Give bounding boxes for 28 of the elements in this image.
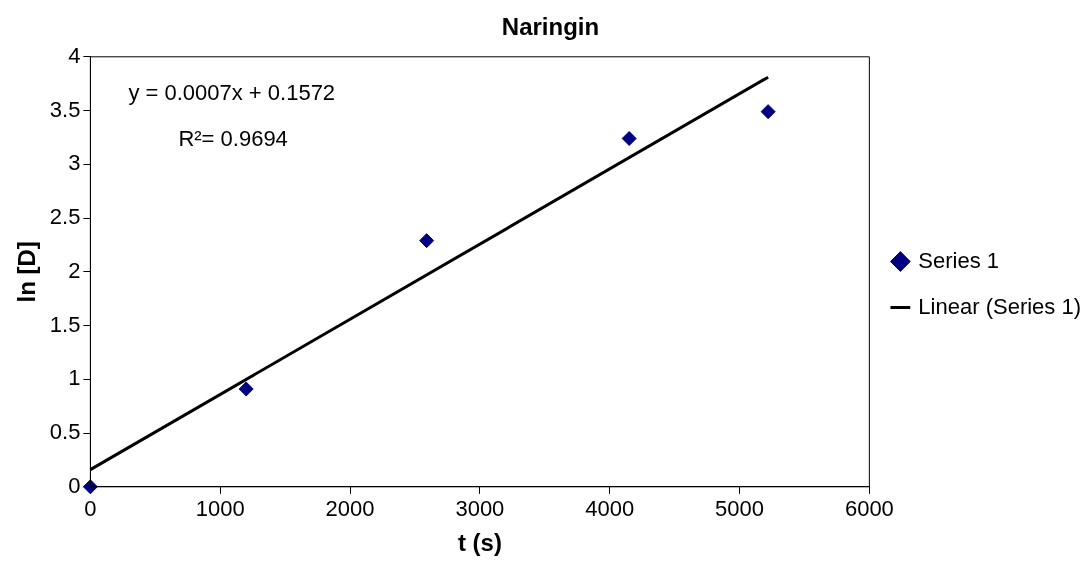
annotation: R²= 0.9694 [178,125,288,151]
y-tick-label: 2.5 [49,204,81,230]
x-tick-label: 1000 [195,496,245,522]
y-tick-label: 1 [68,365,81,391]
y-tick-label: 3.5 [49,96,81,122]
x-tick-label: 5000 [715,496,765,522]
x-tick-label: 3000 [455,496,505,522]
point [238,381,254,397]
y-tick-label: 4 [68,42,81,68]
y-axis-title: ln [D] [13,241,41,303]
y-tick-label: 0.5 [49,419,81,445]
x-tick-label: 4000 [585,496,635,522]
point [419,233,435,249]
x-tick-label: 6000 [844,496,894,522]
point [760,104,776,120]
y-tick-label: 3 [68,150,81,176]
annotation: y = 0.0007x + 0.1572 [128,79,336,105]
legend-label: Linear (Series 1) [918,293,1082,319]
point [82,479,98,495]
x-axis-title: t (s) [457,529,502,557]
legend-label: Series 1 [918,247,1000,273]
point [621,131,637,146]
y-tick-label: 2 [68,257,81,283]
chart-title: Naringin [501,13,600,41]
y-tick-label: 0 [68,472,81,498]
x-tick-label: 0 [84,496,97,522]
y-tick-label: 1.5 [49,311,81,337]
x-tick-label: 2000 [325,496,375,522]
